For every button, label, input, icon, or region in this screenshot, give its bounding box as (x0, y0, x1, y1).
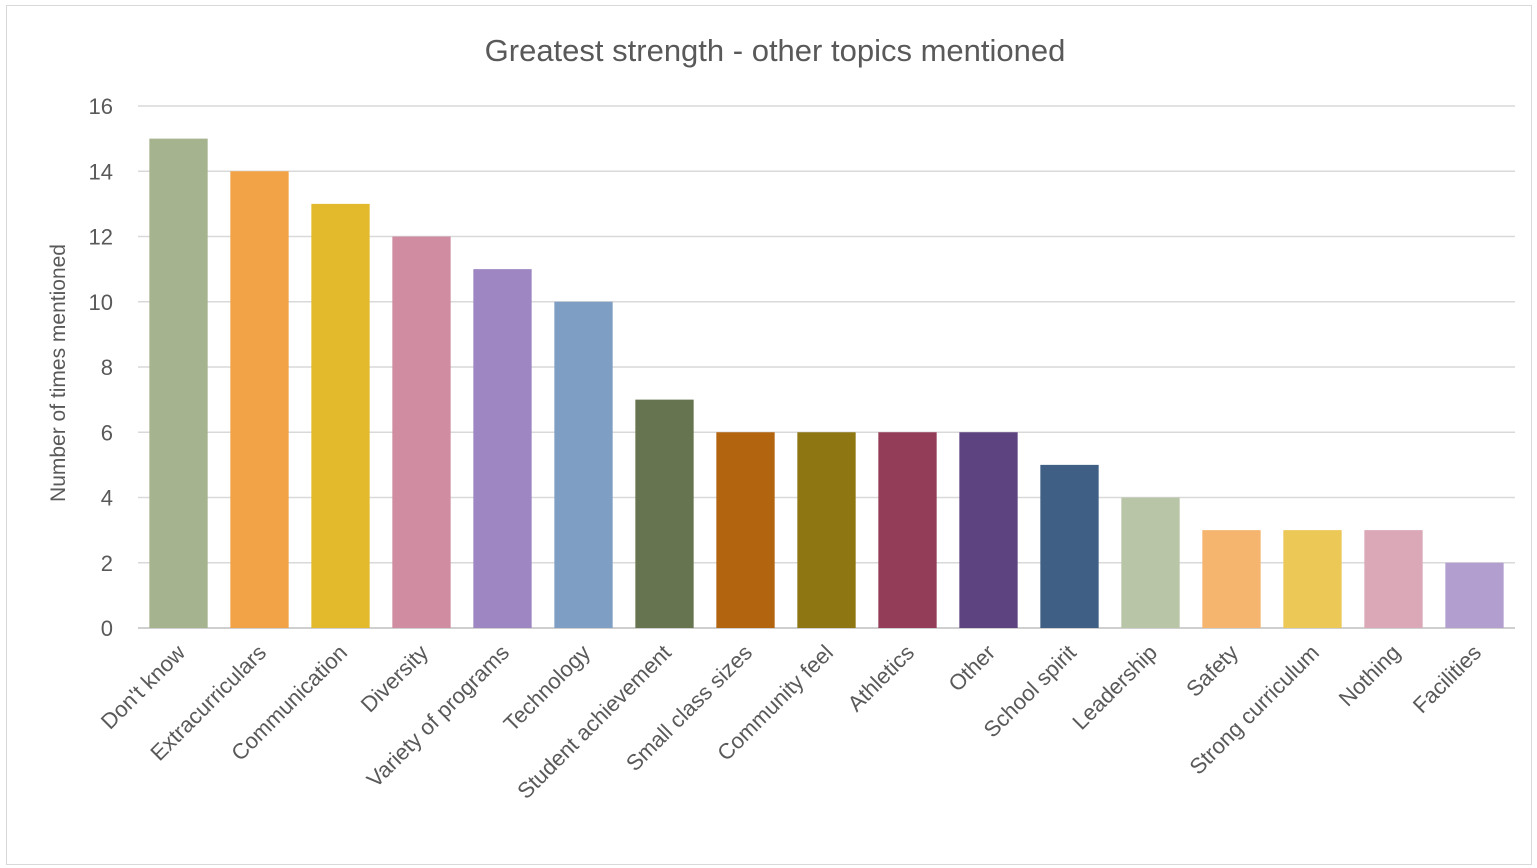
x-tick-label: Athletics (843, 640, 919, 716)
y-tick-label: 0 (101, 616, 113, 641)
bar-safety (1202, 530, 1261, 628)
bar-student-achievement (635, 399, 694, 628)
bar-don-t-know (149, 138, 208, 628)
bar-technology (554, 301, 613, 628)
y-tick-label: 4 (101, 486, 113, 511)
bar-leadership (1121, 497, 1180, 628)
y-tick-label: 10 (89, 290, 113, 315)
bar-community-feel (797, 432, 856, 628)
y-tick-label: 12 (89, 225, 113, 250)
y-tick-label: 2 (101, 551, 113, 576)
bar-communication (311, 203, 370, 628)
bar-athletics (878, 432, 937, 628)
chart-frame: Greatest strength - other topics mention… (6, 5, 1532, 865)
x-tick-label: Variety of programs (362, 640, 514, 792)
x-tick-label: Student achievement (512, 640, 676, 804)
bar-nothing (1364, 530, 1423, 628)
bar-diversity (392, 236, 451, 628)
x-tick-label: Facilities (1408, 640, 1486, 718)
bar-small-class-sizes (716, 432, 775, 628)
bars (149, 138, 1504, 628)
x-tick-label: Safety (1181, 640, 1243, 702)
y-tick-label: 6 (101, 420, 113, 445)
y-tick-label: 16 (89, 94, 113, 119)
bar-strong-curriculum (1283, 530, 1342, 628)
y-tick-label: 8 (101, 355, 113, 380)
bar-school-spirit (1040, 464, 1099, 628)
x-tick-label: Diversity (356, 640, 433, 717)
chart-title: Greatest strength - other topics mention… (485, 33, 1066, 68)
x-tick-label: Other (943, 640, 1000, 697)
y-tick-label: 14 (89, 159, 113, 184)
y-tick-labels: 0 2 4 6 8 10 12 14 16 (89, 94, 113, 641)
bar-other (959, 432, 1018, 628)
y-axis-label: Number of times mentioned (47, 244, 70, 502)
bar-extracurriculars (230, 171, 289, 628)
x-tick-label: Leadership (1067, 640, 1162, 735)
bar-facilities (1445, 562, 1504, 628)
bar-chart: Greatest strength - other topics mention… (47, 33, 1515, 804)
bar-variety-of-programs (473, 269, 532, 628)
x-tick-label: Nothing (1334, 640, 1405, 711)
